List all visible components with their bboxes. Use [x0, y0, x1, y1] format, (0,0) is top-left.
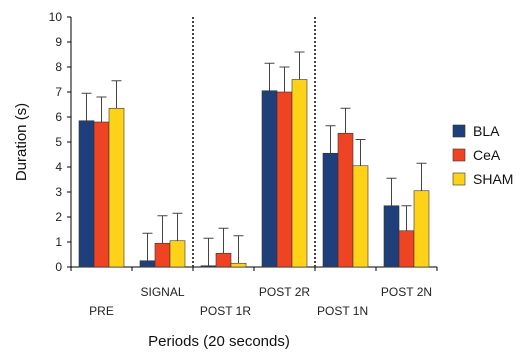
bar-bla — [139, 260, 156, 268]
bar-bla — [261, 90, 278, 268]
x-axis-title: Periods (20 seconds) — [148, 333, 290, 350]
bar-sham — [413, 190, 430, 268]
bar-sham — [169, 240, 186, 268]
bar-cea — [215, 252, 232, 268]
bar-sham — [352, 165, 369, 268]
bar-cea — [93, 121, 110, 268]
legend-swatch-cea — [452, 148, 466, 162]
legend-label-bla: BLA — [473, 123, 500, 139]
x-category-label: PRE — [89, 304, 114, 318]
bar-bla — [200, 265, 217, 268]
y-tick-label: 2 — [55, 210, 62, 224]
bar-cea — [337, 132, 354, 268]
y-axis-title: Duration (s) — [13, 103, 30, 181]
y-tick-label: 8 — [55, 60, 62, 74]
bar-sham — [230, 262, 247, 268]
y-tick-label: 3 — [55, 185, 62, 199]
bar-bla — [383, 205, 400, 268]
x-category-labels: PRE SIGNAL POST 1R POST 2R POST 1N POST 2N — [89, 285, 432, 318]
plot-area — [70, 17, 438, 271]
bar-cea — [154, 242, 171, 268]
y-tick-label: 10 — [49, 10, 63, 24]
bar-bla — [78, 120, 95, 268]
bar-bla — [322, 152, 339, 268]
bar-cea — [276, 91, 293, 268]
bar-cea — [398, 230, 415, 268]
bar-sham — [291, 79, 308, 268]
y-tick-label: 6 — [55, 110, 62, 124]
x-category-label: POST 1N — [317, 304, 368, 318]
x-category-label: POST 1R — [200, 304, 251, 318]
x-category-label: SIGNAL — [140, 285, 184, 299]
y-tick-label: 1 — [55, 235, 62, 249]
bar-sham — [108, 107, 125, 268]
y-tick-labels: 0 1 2 3 4 5 6 7 8 9 10 — [49, 10, 71, 274]
x-category-label: POST 2R — [259, 285, 310, 299]
legend: BLA CeA SHAM — [452, 123, 513, 187]
x-category-label: POST 2N — [381, 285, 432, 299]
y-tick-label: 9 — [55, 35, 62, 49]
legend-swatch-sham — [452, 172, 466, 186]
y-tick-label: 5 — [55, 135, 62, 149]
legend-label-cea: CeA — [473, 147, 501, 163]
y-tick-label: 7 — [55, 85, 62, 99]
legend-label-sham: SHAM — [473, 171, 513, 187]
y-tick-label: 0 — [55, 260, 62, 274]
y-tick-label: 4 — [55, 160, 62, 174]
legend-swatch-bla — [452, 124, 466, 138]
